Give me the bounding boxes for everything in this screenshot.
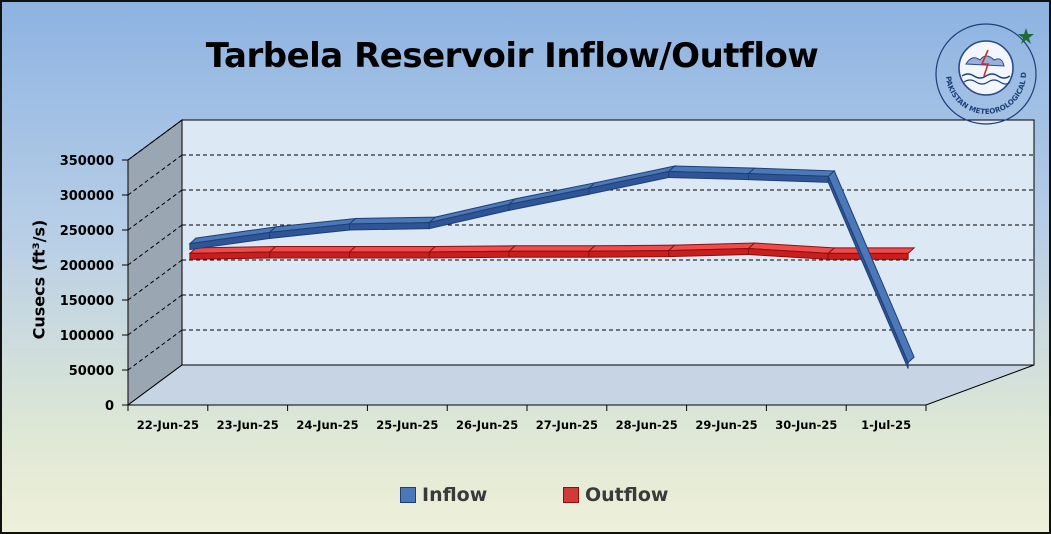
- y-tick-label: 200000: [60, 259, 114, 274]
- series-segment-side: [269, 251, 350, 259]
- series-segment-top: [348, 246, 437, 253]
- x-tick-label: 1-Jul-25: [861, 418, 911, 432]
- series-segment-side: [349, 251, 430, 259]
- y-tick-label: 100000: [60, 329, 114, 344]
- y-tick-label: 350000: [60, 154, 114, 169]
- side-gridline: [127, 329, 183, 371]
- series-segment-side: [588, 250, 670, 258]
- side-wall: [127, 119, 183, 406]
- series-segment-side: [508, 250, 590, 258]
- x-tick-label: 30-Jun-25: [775, 418, 837, 432]
- side-gridline: [127, 189, 183, 231]
- series-inflow: [188, 165, 915, 369]
- x-tick-label: 24-Jun-25: [296, 418, 358, 432]
- x-tick-label: 28-Jun-25: [616, 418, 678, 432]
- legend-swatch-outflow: [563, 487, 579, 503]
- x-tick-label: 25-Jun-25: [376, 418, 438, 432]
- series-segment-side: [349, 222, 430, 231]
- x-tick-label: 27-Jun-25: [536, 418, 598, 432]
- legend-item-outflow: Outflow: [563, 483, 668, 507]
- side-gridline: [127, 119, 183, 161]
- y-tick-label: 300000: [60, 189, 114, 204]
- legend-item-inflow: Inflow: [400, 483, 487, 507]
- series-segment-side: [189, 251, 271, 260]
- side-gridline: [127, 224, 183, 266]
- series-segment-top: [507, 245, 597, 252]
- y-tick-label: 0: [105, 399, 114, 414]
- series-segment-side: [428, 250, 510, 259]
- x-tick-label: 29-Jun-25: [695, 418, 757, 432]
- legend-label-outflow: Outflow: [585, 484, 669, 506]
- side-gridline: [127, 154, 183, 196]
- side-gridline: [127, 259, 183, 301]
- y-tick-label: 250000: [60, 224, 114, 239]
- side-gridline: [127, 294, 183, 336]
- x-tick-label: 23-Jun-25: [217, 418, 279, 432]
- pmd-emblem-icon: PAKISTAN METEOROLOGICAL DEPARTMENT: [932, 20, 1037, 125]
- y-tick-label: 50000: [69, 364, 114, 379]
- legend-label-inflow: Inflow: [422, 484, 488, 506]
- y-tick-label: 150000: [60, 294, 114, 309]
- chart-title: Tarbela Reservoir Inflow/Outflow: [205, 36, 819, 76]
- series-segment-side: [827, 176, 909, 369]
- x-tick-label: 22-Jun-25: [137, 418, 199, 432]
- series-segment-top: [827, 247, 916, 254]
- back-wall: [181, 119, 1035, 366]
- floor: [126, 364, 1035, 406]
- series-segment-top: [268, 246, 357, 253]
- series-outflow: [188, 242, 916, 260]
- x-tick-label: 26-Jun-25: [456, 418, 518, 432]
- legend-swatch-inflow: [400, 487, 416, 503]
